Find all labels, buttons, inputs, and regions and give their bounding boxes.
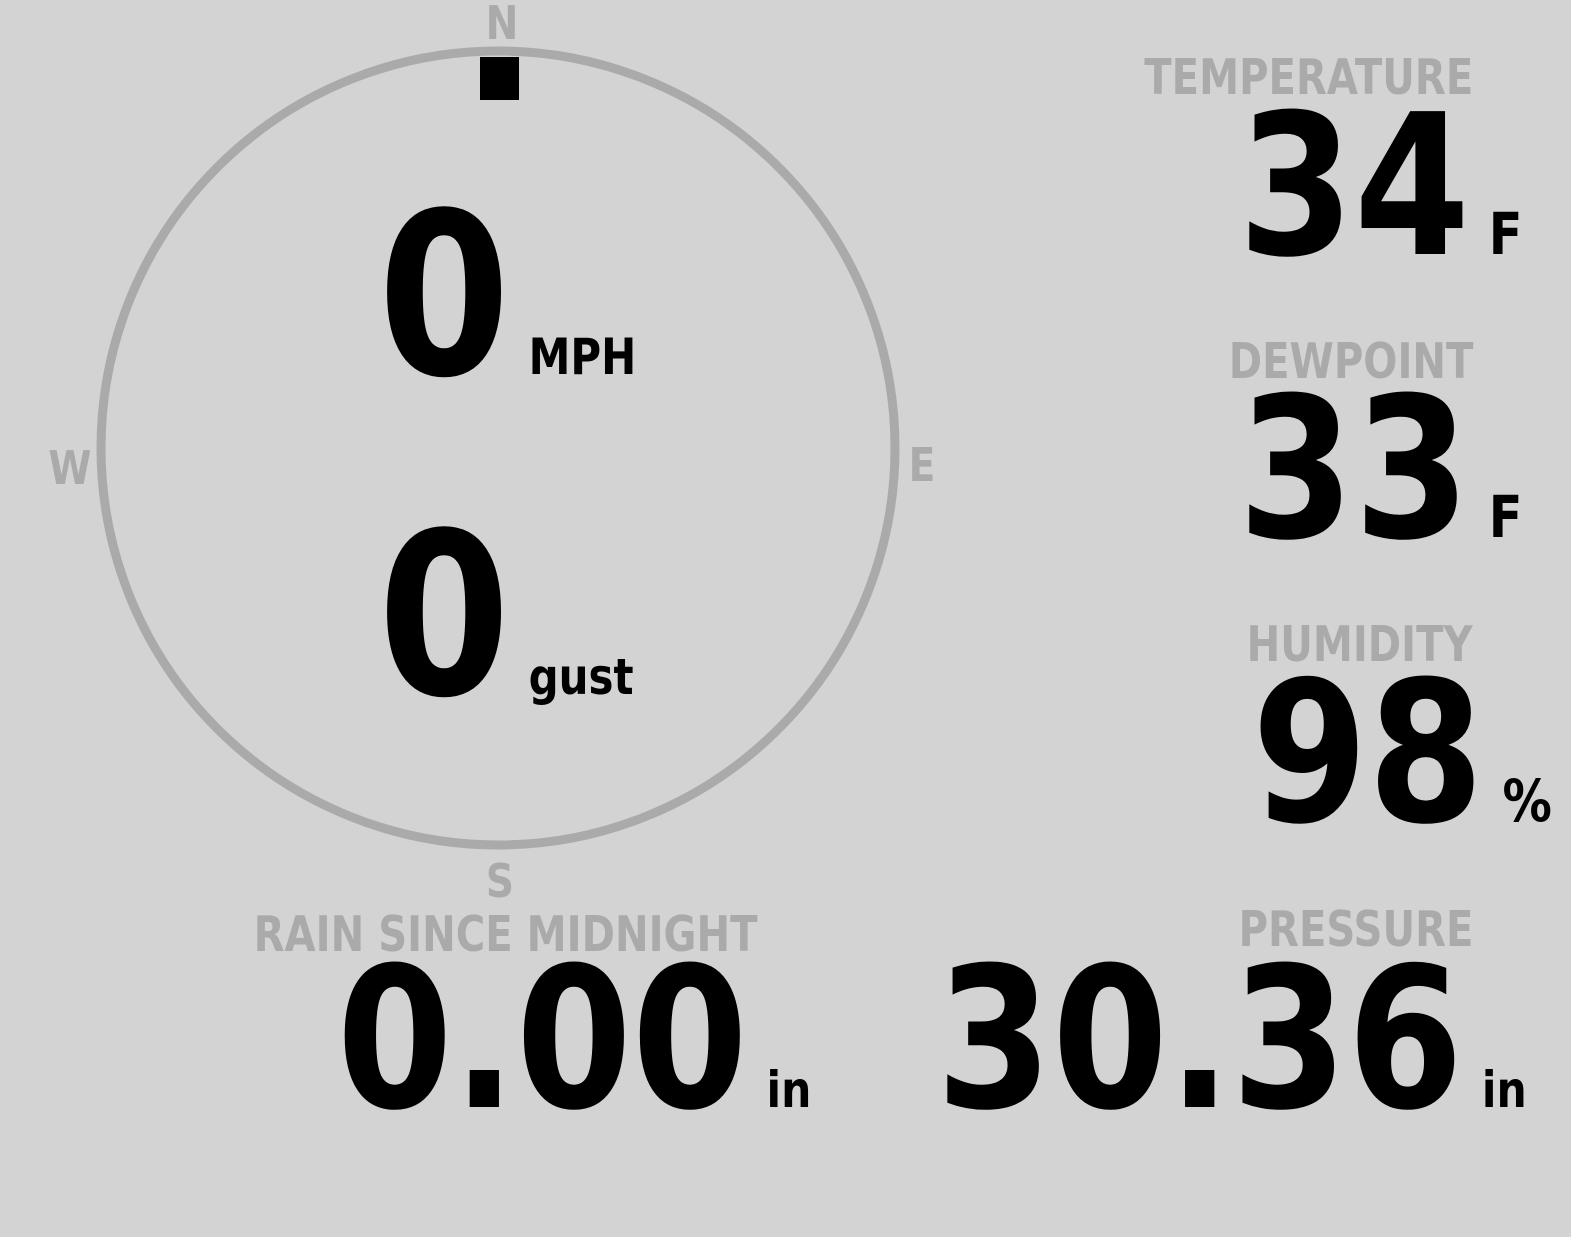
rain-unit: in [766,1061,811,1119]
temperature-reading: 34 F [1238,89,1522,285]
dewpoint-label: DEWPOINT [1228,333,1473,390]
compass-north: N [485,0,519,50]
dewpoint-value: 33 [1237,356,1470,584]
pressure-unit: in [1482,1061,1527,1119]
rain-value: 0.00 [336,926,748,1154]
humidity-label: HUMIDITY [1247,616,1473,673]
dewpoint-unit: F [1488,483,1522,551]
wind-speed-unit: MPH [528,328,637,386]
rain-reading: 0.00 in [336,942,811,1138]
temperature-label: TEMPERATURE [1143,49,1473,106]
compass-south: S [485,854,515,908]
humidity-reading: 98 % [1252,656,1552,852]
pressure-reading: 30.36 in [937,942,1527,1138]
dewpoint-reading: 33 F [1238,372,1522,568]
compass-west: W [48,441,92,495]
pressure-value: 30.36 [936,926,1464,1154]
rain-label: RAIN SINCE MIDNIGHT [254,906,758,963]
humidity-unit: % [1502,767,1552,835]
humidity-value: 98 [1252,640,1484,868]
wind-gust: 0 gust [378,504,634,730]
pressure-label: PRESSURE [1238,901,1473,958]
wind-speed-value: 0 [378,165,511,428]
temperature-unit: F [1488,200,1522,268]
wind-gust-value: 0 [378,485,511,748]
wind-gust-unit: gust [528,648,634,706]
compass-ring [96,46,900,850]
wind-direction-marker [480,57,519,100]
wind-speed: 0 MPH [378,184,636,410]
compass-east: E [908,438,936,492]
temperature-value: 34 [1237,73,1470,301]
